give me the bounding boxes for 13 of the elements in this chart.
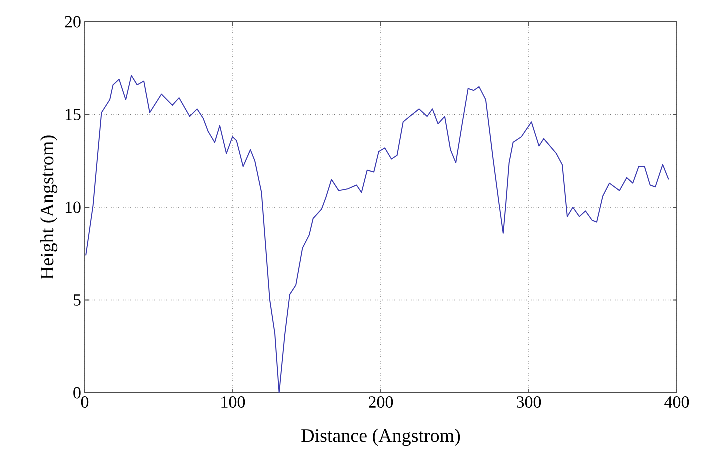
y-tick-label: 15	[66, 109, 81, 120]
y-tick-label: 5	[74, 294, 81, 306]
x-axis-title: Distance (Angstrom)	[302, 428, 460, 446]
y-tick-label: 10	[66, 202, 81, 214]
y-axis-title: Height (Angstrom)	[40, 136, 58, 280]
y-tick-label: 20	[65, 16, 81, 28]
y-tick-label: 0	[74, 387, 81, 399]
x-tick-label: 0	[81, 396, 89, 408]
x-tick-label: 400	[664, 396, 690, 408]
x-tick-label: 200	[369, 396, 394, 408]
x-tick-label: 100	[222, 396, 246, 408]
line-series	[86, 75, 670, 393]
x-tick-label: 300	[517, 396, 542, 408]
